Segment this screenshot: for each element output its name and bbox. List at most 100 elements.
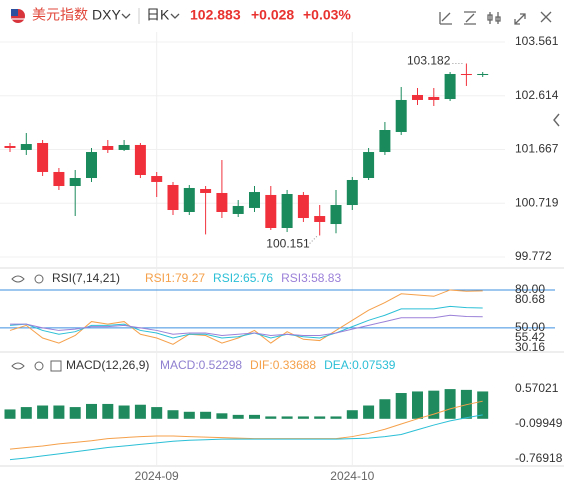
candle-body — [69, 178, 81, 187]
candle-body — [428, 96, 440, 100]
legend-label: MACD:0.52298 — [160, 358, 242, 372]
macd-bar — [183, 411, 195, 419]
candle-body — [53, 171, 65, 187]
fullscreen[interactable] — [514, 13, 526, 25]
candle-body — [346, 179, 358, 206]
macd-bar — [363, 405, 375, 419]
candle-body — [4, 145, 16, 148]
candle-body — [477, 73, 489, 76]
eye-icon[interactable] — [11, 362, 25, 370]
close[interactable] — [540, 11, 552, 23]
candle-body — [265, 194, 277, 228]
macd-bar — [20, 407, 32, 419]
macd-bar — [346, 410, 358, 419]
macd-bar — [200, 411, 212, 419]
legend-label: DIF:0.33688 — [250, 358, 316, 372]
macd-bar — [86, 403, 97, 419]
candle-body — [297, 194, 309, 219]
y-tick-label: 80.00 — [515, 282, 545, 296]
legend-label: DEA:0.07539 — [324, 358, 396, 372]
flag-icon[interactable] — [11, 9, 25, 23]
legend-label: RSI2:65.76 — [213, 271, 273, 285]
indicator-tool[interactable] — [487, 12, 501, 24]
collapse-arrow[interactable] — [553, 113, 560, 127]
macd-line — [9, 400, 483, 450]
macd-bar — [232, 414, 244, 419]
y-tick-label: 100.719 — [515, 195, 559, 209]
y-tick-label: 30.16 — [515, 340, 545, 354]
macd-bar — [314, 416, 326, 419]
gear-icon[interactable] — [34, 361, 44, 371]
macd-bar — [37, 405, 49, 419]
y-tick-label: 0.57021 — [515, 381, 559, 395]
macd-bar — [428, 390, 440, 419]
candle-body — [151, 176, 163, 182]
candle-body — [232, 205, 244, 214]
change-pct: +0.03% — [303, 7, 351, 23]
y-tick-label: 103.561 — [515, 34, 559, 48]
macd-header: MACD(12,26,9) — [11, 358, 149, 372]
candle-body — [444, 73, 456, 100]
macd-bar — [151, 407, 163, 419]
y-tick-label: -0.09949 — [515, 416, 563, 430]
candle-body — [167, 184, 179, 211]
y-tick-label: 55.42 — [515, 330, 545, 344]
dropdown-arrow[interactable] — [170, 13, 180, 19]
candle-body — [200, 189, 212, 193]
toolbar — [439, 11, 552, 25]
macd-bar — [281, 416, 293, 419]
macd-bar — [249, 414, 260, 419]
x-tick-label: 2024-09 — [135, 469, 179, 483]
macd-bar — [477, 391, 489, 419]
macd-bar — [134, 404, 146, 419]
candle-body — [281, 194, 293, 228]
candle-body — [20, 144, 32, 150]
candle-body — [314, 216, 326, 222]
indicator-title: RSI(7,14,21) — [52, 271, 120, 285]
candle-body — [37, 142, 49, 172]
candle-body — [363, 152, 375, 179]
macd-bar — [412, 391, 423, 419]
gear-icon[interactable] — [34, 274, 44, 284]
macd-bar — [330, 416, 342, 419]
dropdown-arrow[interactable] — [121, 13, 131, 19]
macd-line — [9, 414, 483, 461]
y-tick-label: 80.68 — [515, 292, 545, 306]
eye-icon[interactable] — [11, 275, 25, 283]
y-tick-label: -0.76918 — [515, 451, 563, 465]
y-tick-label: 101.667 — [515, 142, 559, 156]
period[interactable]: 日K — [146, 7, 170, 23]
candle-body — [118, 144, 130, 150]
macd-bar — [265, 416, 277, 419]
low-label: 100.151 — [266, 237, 310, 251]
candle-body — [395, 99, 407, 132]
candle-body — [330, 205, 342, 225]
rsi-line — [9, 289, 483, 345]
y-tick-label: 102.614 — [515, 88, 559, 102]
expand-icon[interactable] — [50, 360, 62, 372]
instrument-name: 美元指数 — [32, 7, 88, 23]
candle-body — [216, 192, 228, 212]
macd-bar — [118, 405, 130, 419]
rsi-header: RSI(7,14,21) — [11, 271, 120, 285]
change: +0.028 — [251, 7, 294, 23]
candle-body — [86, 152, 97, 179]
macd-bar — [69, 407, 81, 419]
candle-body — [249, 192, 260, 208]
macd-bar — [4, 409, 16, 419]
x-tick-label: 2024-10 — [330, 469, 374, 483]
macd-bar — [395, 393, 407, 419]
candle-body — [412, 94, 423, 100]
measure-tool[interactable] — [464, 11, 476, 25]
rsi-line — [10, 314, 483, 336]
candle-body — [379, 129, 391, 153]
y-tick-label: 50.00 — [515, 320, 545, 334]
macd-bar — [53, 405, 65, 419]
indicator-title: MACD(12,26,9) — [66, 358, 149, 372]
instrument-symbol[interactable]: DXY — [92, 7, 121, 23]
legend-label: RSI3:58.83 — [281, 271, 341, 285]
candle-body — [134, 144, 146, 175]
candle-body — [102, 145, 114, 150]
draw-tool[interactable] — [439, 12, 452, 25]
legend-label: RSI1:79.27 — [145, 271, 205, 285]
